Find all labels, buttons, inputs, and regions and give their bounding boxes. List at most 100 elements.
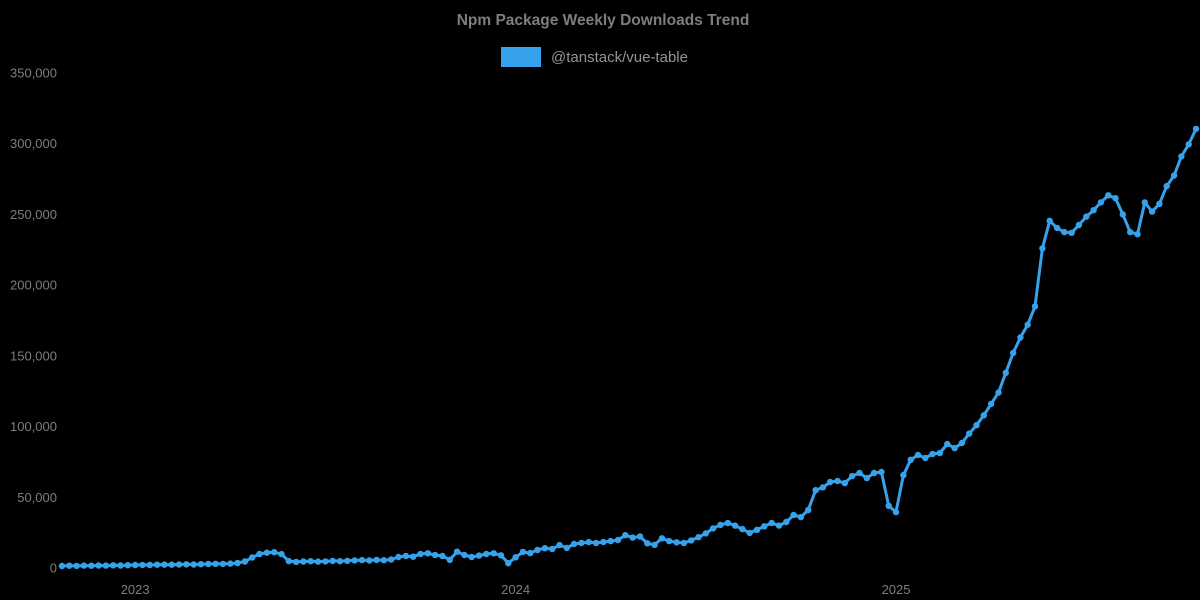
data-point[interactable]: [805, 506, 812, 514]
data-point[interactable]: [1156, 200, 1163, 207]
chart-legend[interactable]: @tanstack/vue-table: [501, 47, 688, 67]
data-point[interactable]: [497, 552, 505, 559]
data-point[interactable]: [688, 537, 695, 544]
data-point[interactable]: [622, 532, 629, 539]
data-point[interactable]: [161, 561, 168, 568]
data-point[interactable]: [1141, 199, 1149, 206]
data-point[interactable]: [424, 550, 431, 557]
data-point[interactable]: [739, 525, 746, 533]
data-point[interactable]: [278, 550, 285, 558]
data-point[interactable]: [512, 554, 519, 561]
data-point[interactable]: [929, 450, 936, 458]
data-point[interactable]: [966, 430, 973, 437]
data-point[interactable]: [80, 562, 88, 569]
data-point[interactable]: [936, 449, 944, 457]
data-point[interactable]: [629, 534, 636, 541]
data-point[interactable]: [973, 422, 980, 429]
data-point[interactable]: [1192, 125, 1200, 133]
data-point[interactable]: [1134, 231, 1141, 238]
data-point[interactable]: [1083, 213, 1090, 220]
data-point[interactable]: [702, 530, 709, 537]
data-point[interactable]: [1031, 303, 1039, 310]
data-point[interactable]: [322, 558, 329, 565]
data-point[interactable]: [300, 558, 307, 565]
data-point[interactable]: [1061, 228, 1068, 236]
data-point[interactable]: [1046, 217, 1053, 224]
legend-label[interactable]: @tanstack/vue-table: [551, 49, 688, 66]
data-point[interactable]: [417, 550, 424, 558]
data-point[interactable]: [790, 511, 797, 519]
data-point[interactable]: [183, 561, 190, 568]
data-point[interactable]: [863, 474, 870, 482]
data-point[interactable]: [110, 562, 117, 569]
data-point[interactable]: [271, 549, 278, 556]
data-point[interactable]: [410, 553, 417, 560]
data-point[interactable]: [453, 548, 461, 555]
data-point[interactable]: [402, 552, 410, 560]
data-point[interactable]: [483, 550, 490, 558]
data-point[interactable]: [563, 544, 570, 552]
data-point[interactable]: [614, 536, 622, 544]
data-point[interactable]: [834, 477, 841, 485]
data-point[interactable]: [475, 552, 483, 559]
data-point[interactable]: [139, 561, 146, 569]
data-point[interactable]: [249, 554, 256, 561]
data-point[interactable]: [885, 502, 892, 509]
data-point[interactable]: [344, 557, 351, 564]
data-point[interactable]: [600, 538, 607, 546]
data-point[interactable]: [468, 553, 475, 561]
data-point[interactable]: [717, 521, 724, 529]
data-point[interactable]: [241, 558, 249, 565]
data-point[interactable]: [944, 440, 951, 448]
data-point[interactable]: [951, 444, 958, 452]
data-point[interactable]: [666, 537, 673, 545]
data-point[interactable]: [724, 519, 731, 527]
data-point[interactable]: [556, 541, 563, 549]
data-point[interactable]: [1053, 224, 1061, 232]
data-point[interactable]: [549, 545, 556, 553]
data-point[interactable]: [651, 541, 658, 548]
data-point[interactable]: [336, 558, 344, 565]
data-point[interactable]: [1148, 208, 1156, 215]
data-point[interactable]: [88, 562, 95, 569]
data-point[interactable]: [329, 557, 336, 565]
data-point[interactable]: [1090, 207, 1097, 214]
data-point[interactable]: [797, 513, 805, 521]
data-point[interactable]: [607, 537, 614, 545]
data-point[interactable]: [644, 540, 651, 547]
data-point[interactable]: [768, 519, 775, 527]
data-point[interactable]: [1039, 245, 1046, 252]
data-point[interactable]: [1127, 228, 1134, 236]
data-point[interactable]: [351, 557, 358, 564]
data-point[interactable]: [117, 562, 124, 569]
data-point[interactable]: [673, 539, 680, 546]
legend-swatch[interactable]: [501, 47, 541, 67]
data-point[interactable]: [1185, 141, 1192, 148]
data-point[interactable]: [1112, 195, 1119, 202]
data-point[interactable]: [878, 468, 885, 476]
data-point[interactable]: [124, 562, 131, 569]
data-point[interactable]: [980, 412, 987, 419]
data-point[interactable]: [914, 451, 922, 459]
data-point[interactable]: [219, 560, 227, 568]
data-point[interactable]: [1075, 221, 1083, 229]
data-point[interactable]: [1163, 182, 1170, 190]
data-point[interactable]: [585, 538, 592, 546]
data-point[interactable]: [307, 558, 314, 565]
data-point[interactable]: [95, 562, 102, 569]
data-point[interactable]: [446, 556, 453, 563]
data-point[interactable]: [841, 479, 848, 487]
data-point[interactable]: [461, 551, 468, 559]
data-point[interactable]: [227, 560, 234, 567]
data-point[interactable]: [132, 561, 139, 569]
data-point[interactable]: [922, 454, 929, 462]
data-point[interactable]: [373, 556, 380, 564]
data-point[interactable]: [490, 550, 497, 557]
data-point[interactable]: [753, 526, 761, 533]
data-point[interactable]: [1178, 153, 1185, 160]
data-point[interactable]: [58, 562, 66, 570]
data-point[interactable]: [212, 560, 219, 567]
data-point[interactable]: [388, 556, 395, 563]
data-point[interactable]: [190, 561, 197, 568]
